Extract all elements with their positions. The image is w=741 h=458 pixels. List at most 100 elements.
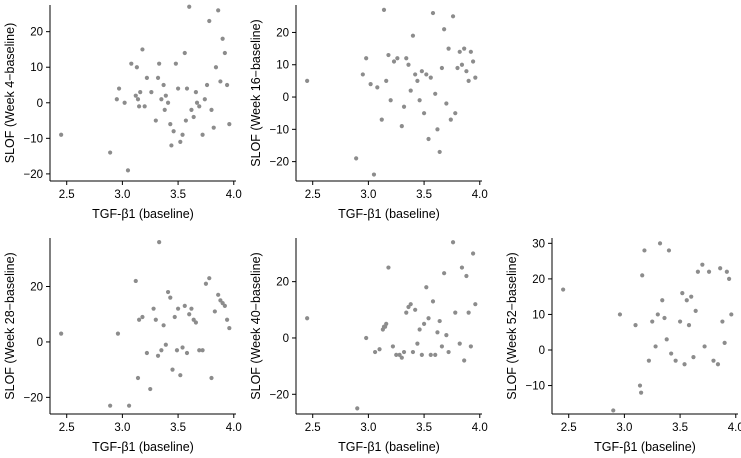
y-tick-label: 0 [37, 337, 43, 349]
data-point [408, 88, 413, 93]
data-point [395, 56, 400, 61]
x-tick-label: 2.5 [561, 422, 577, 434]
data-point [611, 408, 616, 413]
x-tick-label: 3.5 [416, 189, 432, 201]
data-point [184, 86, 190, 91]
x-tick-label: 4.0 [728, 422, 741, 434]
data-point [468, 49, 473, 54]
data-point [450, 240, 456, 245]
data-point [168, 122, 173, 127]
data-point [394, 352, 399, 357]
data-point [715, 362, 721, 367]
data-point [466, 78, 471, 83]
data-point [446, 349, 451, 355]
data-point [159, 97, 164, 102]
data-point [633, 323, 638, 328]
data-point [108, 403, 113, 408]
data-point [617, 312, 623, 317]
data-point [437, 149, 442, 155]
data-point [462, 46, 467, 51]
data-point [220, 36, 225, 41]
data-point [391, 59, 397, 64]
data-point [711, 358, 716, 363]
y-tick-label: 20 [532, 274, 545, 286]
y-axis-title: SLOF (Week 52−baseline) [505, 252, 519, 399]
y-tick-label: 0 [283, 333, 289, 345]
y-tick-label: 30 [532, 238, 545, 250]
data-point [466, 310, 471, 315]
data-point [194, 100, 200, 105]
data-point [639, 390, 644, 395]
data-point [413, 307, 418, 312]
data-point [444, 333, 449, 338]
data-point [428, 75, 433, 80]
data-point [404, 56, 409, 61]
data-point [165, 289, 171, 295]
x-tick-label: 4.0 [472, 422, 488, 434]
data-point [126, 403, 132, 408]
y-tick-label: 0 [283, 92, 289, 104]
x-tick-label: 2.5 [305, 422, 321, 434]
y-tick-label: −20 [23, 169, 43, 181]
data-point [646, 358, 651, 363]
data-point [642, 248, 647, 253]
x-axis-title: TGF-β1 (baseline) [338, 440, 440, 454]
data-point [700, 262, 705, 267]
y-tick-label: 10 [276, 60, 289, 72]
data-point [386, 265, 391, 270]
data-point [305, 78, 310, 83]
data-point [706, 269, 712, 274]
data-point [718, 266, 723, 271]
x-tick-label: 4.0 [226, 422, 242, 434]
x-tick-label: 3.0 [360, 422, 376, 434]
data-point [421, 111, 427, 116]
data-point [140, 314, 145, 320]
data-point [388, 98, 393, 103]
data-point [155, 75, 161, 80]
data-point [153, 118, 158, 123]
data-point [218, 79, 223, 84]
data-point [227, 122, 232, 127]
data-point [470, 251, 476, 256]
data-point [189, 107, 194, 112]
x-tick-label: 3.5 [672, 422, 688, 434]
data-point [660, 298, 665, 303]
y-tick-label: −10 [269, 124, 289, 136]
data-point [108, 150, 113, 155]
data-point [397, 352, 402, 357]
data-point [368, 82, 373, 87]
data-point [464, 69, 469, 74]
data-point [140, 47, 145, 52]
data-point [59, 331, 64, 336]
data-point [384, 321, 389, 326]
x-tick-label: 3.0 [114, 189, 130, 201]
data-point [193, 90, 199, 95]
data-point [401, 349, 407, 355]
data-point [413, 72, 418, 77]
data-point [686, 323, 692, 328]
data-point [446, 46, 451, 51]
data-point [137, 317, 142, 322]
y-tick-label: 10 [532, 309, 545, 321]
data-point [224, 317, 230, 322]
data-point [410, 33, 416, 38]
data-point [174, 348, 180, 353]
data-point [415, 78, 420, 83]
y-tick-label: −10 [525, 381, 545, 393]
data-point [657, 241, 663, 246]
data-point [204, 82, 210, 88]
data-point [459, 265, 465, 270]
data-point [115, 331, 121, 336]
x-tick-label: 2.5 [305, 189, 321, 201]
data-point [408, 302, 413, 307]
data-point [399, 355, 404, 360]
data-point [450, 14, 456, 19]
data-point [175, 306, 181, 311]
data-point [561, 287, 566, 292]
data-point [129, 61, 134, 66]
y-axis-title: SLOF (Week 28−baseline) [3, 252, 17, 399]
data-point [726, 276, 732, 281]
data-point [193, 320, 199, 325]
data-point [637, 383, 643, 388]
data-point [161, 82, 166, 88]
